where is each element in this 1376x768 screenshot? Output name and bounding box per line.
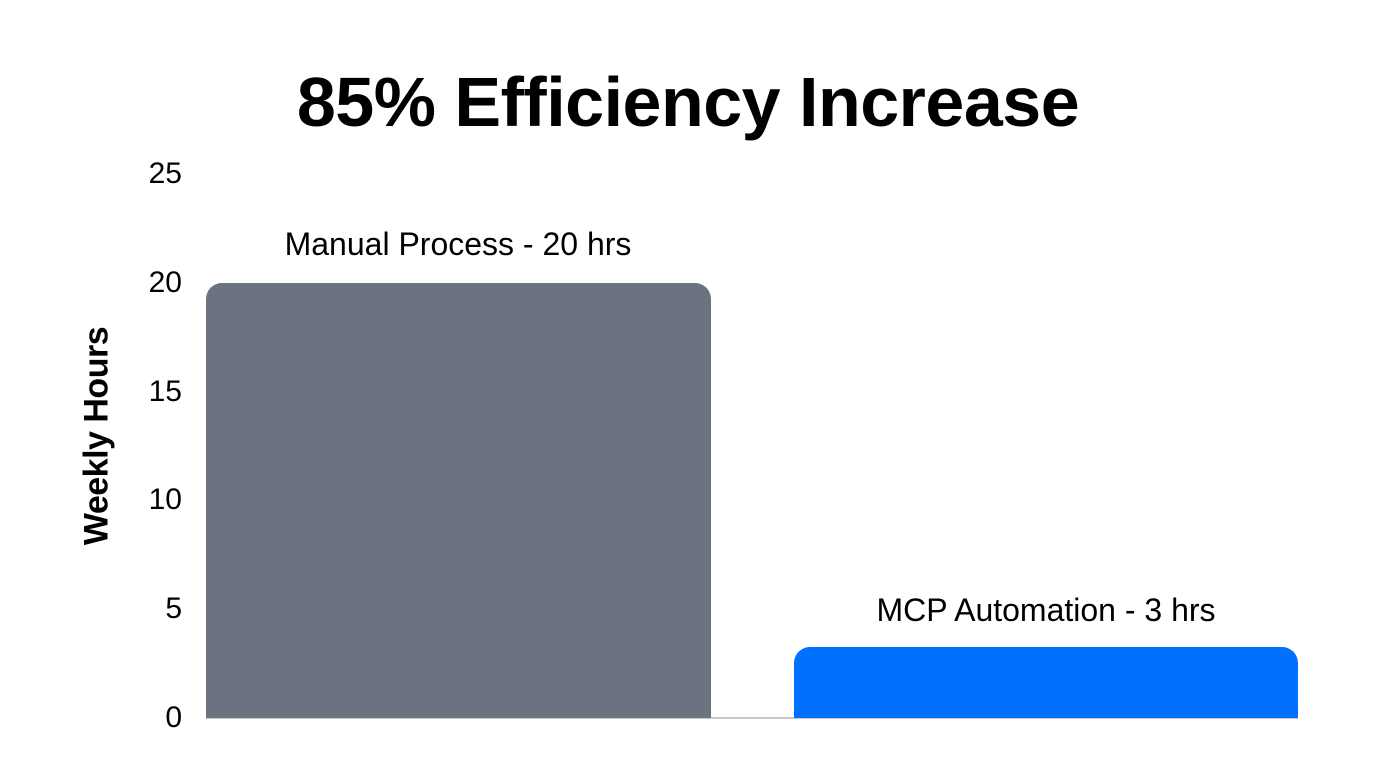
- y-tick-20: 20: [148, 266, 182, 299]
- bar-mcp-automation: [794, 647, 1298, 718]
- x-axis-line: [206, 717, 1298, 719]
- bar-manual-process: [206, 283, 711, 718]
- y-tick-10: 10: [148, 483, 182, 516]
- y-axis-label: Weekly Hours: [77, 326, 116, 546]
- y-tick-15: 15: [148, 375, 182, 408]
- bar-label-manual-process: Manual Process - 20 hrs: [284, 226, 632, 262]
- y-tick-5: 5: [165, 592, 182, 625]
- chart-title: 85% Efficiency Increase: [296, 63, 1080, 141]
- y-tick-0: 0: [165, 701, 182, 734]
- y-tick-25: 25: [148, 157, 182, 190]
- bar-label-mcp-automation: MCP Automation - 3 hrs: [876, 592, 1216, 628]
